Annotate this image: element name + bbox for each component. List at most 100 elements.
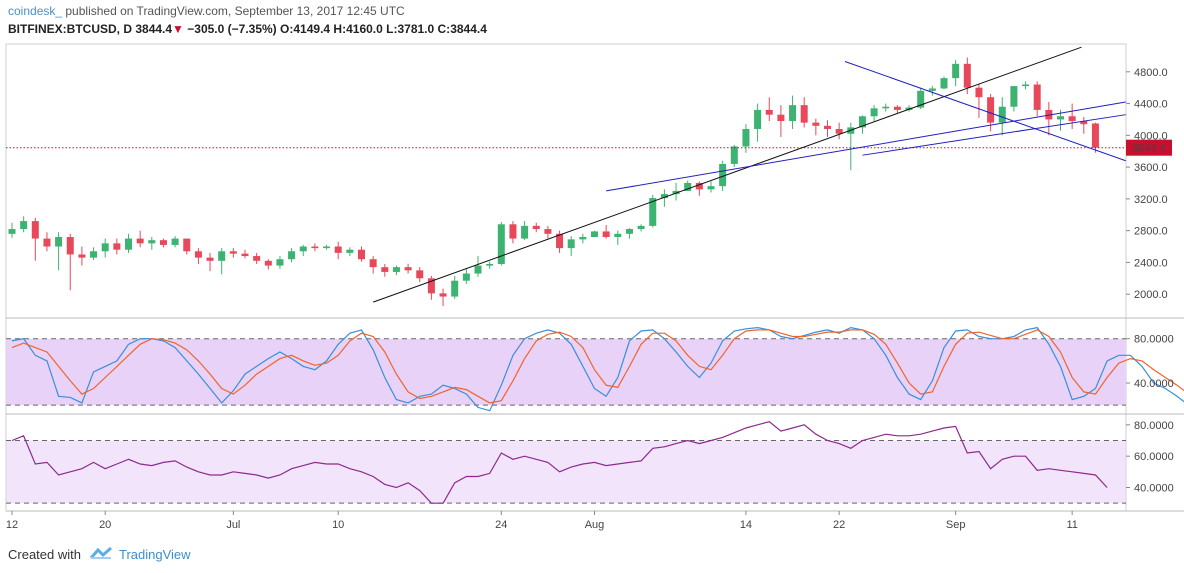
- candle-down: [602, 231, 610, 237]
- ohlc-open: 4149.4: [293, 22, 331, 36]
- time-tick-label: 22: [833, 519, 845, 531]
- candle-up: [672, 190, 680, 195]
- oscillator-band: [6, 440, 1126, 504]
- symbol-header: BITFINEX:BTCUSD, D 3844.4▼ −305.0 (−7.35…: [8, 22, 487, 36]
- candle-down: [893, 106, 901, 110]
- time-tick-label: 20: [99, 519, 111, 531]
- candle-up: [614, 233, 622, 237]
- publish-info: coindesk_ published on TradingView.com, …: [8, 4, 405, 18]
- candlestick-series: [6, 57, 1126, 307]
- rsi-pane: [6, 421, 1126, 504]
- candle-down: [427, 278, 435, 294]
- candle-down: [1091, 123, 1099, 148]
- chart-border: [5, 43, 1127, 512]
- candle-down: [334, 246, 342, 253]
- ohlc-low: 3781.0: [397, 22, 435, 36]
- candle-down: [66, 236, 74, 255]
- candle-up: [858, 116, 866, 128]
- candle-up: [870, 108, 878, 117]
- candle-up: [55, 236, 63, 247]
- candle-up: [940, 78, 948, 89]
- candle-up: [567, 239, 575, 249]
- candle-down: [695, 182, 703, 190]
- candle-up: [998, 106, 1006, 123]
- candle-down: [824, 125, 831, 129]
- candle-up: [1010, 86, 1018, 107]
- candle-down: [264, 260, 272, 266]
- candle-down: [509, 224, 517, 239]
- candle-down: [369, 259, 377, 268]
- candle-up: [579, 236, 587, 240]
- candle-down: [835, 128, 843, 134]
- price-tick-label: 2400.0: [1134, 257, 1168, 269]
- time-tick-label: 12: [6, 519, 18, 531]
- candle-up: [952, 63, 960, 79]
- trendline-channel-lower: [862, 114, 1126, 156]
- candle-down: [194, 251, 202, 258]
- candle-down: [113, 243, 121, 250]
- last-price-tag: [1126, 139, 1172, 156]
- candle-down: [404, 267, 412, 271]
- candle-up: [392, 267, 400, 272]
- candle-down: [241, 253, 249, 257]
- candle-down: [159, 240, 167, 245]
- ohlc-low-label: L:: [386, 22, 398, 36]
- candle-down: [78, 254, 86, 258]
- candle-up: [521, 225, 529, 239]
- candle-down: [532, 225, 540, 230]
- tradingview-link[interactable]: TradingView: [118, 547, 191, 562]
- time-axis: 1220Jul1024Aug1422Sep1125: [6, 511, 1078, 531]
- ohlc-close: 3844.4: [450, 22, 487, 36]
- candle-down: [43, 238, 51, 247]
- publisher-name[interactable]: coindesk_: [8, 4, 63, 18]
- candle-down: [229, 251, 237, 254]
- candle-down: [987, 97, 995, 123]
- down-arrow-icon: ▼: [172, 22, 184, 36]
- created-with-label: Created with: [8, 547, 81, 562]
- time-tick-label: 11: [1066, 519, 1077, 531]
- candle-down: [311, 246, 319, 249]
- candle-down: [800, 105, 808, 123]
- candle-up: [637, 225, 645, 230]
- ohlc-high-label: H:: [333, 22, 347, 36]
- candle-down: [136, 238, 144, 244]
- time-tick-label: 14: [740, 519, 752, 531]
- candle-up: [288, 251, 296, 260]
- oscillator-tick-label: 80.0000: [1134, 334, 1174, 346]
- candle-up: [591, 231, 598, 237]
- price-change: −305.0 (−7.35%): [187, 22, 277, 36]
- publish-date: published on TradingView.com, September …: [62, 4, 405, 18]
- candle-up: [486, 263, 494, 266]
- candle-down: [1080, 121, 1088, 125]
- oscillator-tick-label: 80.0000: [1134, 420, 1174, 432]
- series-d: [11, 329, 1184, 404]
- price-tick-label: 4400.0: [1134, 99, 1168, 111]
- ohlc-close-label: C:: [437, 22, 451, 36]
- candle-up: [789, 105, 797, 122]
- price-tick-label: 4800.0: [1134, 67, 1168, 79]
- candle-up: [148, 240, 156, 244]
- candle-up: [8, 229, 16, 234]
- oscillator-tick-label: 60.0000: [1134, 451, 1174, 463]
- last-price: 3844.4: [135, 22, 173, 36]
- candle-up: [754, 109, 762, 129]
- candle-down: [253, 256, 261, 261]
- price-chart[interactable]: 4800.0 4400.0 4000.0 3600.0 3200.0 2800.0 2400…: [0, 40, 1184, 540]
- candle-up: [742, 128, 750, 147]
- candle-up: [882, 106, 890, 109]
- candle-down: [777, 114, 785, 122]
- candle-up: [684, 182, 692, 191]
- candle-down: [381, 267, 389, 272]
- time-tick-label: 10: [332, 519, 344, 531]
- candle-down: [31, 221, 39, 239]
- candle-up: [171, 238, 179, 245]
- time-tick-label: Jul: [226, 519, 240, 531]
- trendline-support: [372, 46, 1082, 303]
- oscillator-tick-label: 40.0000: [1134, 483, 1174, 495]
- oscillator-tick-label: 40.0000: [1134, 378, 1174, 390]
- candle-down: [975, 87, 983, 98]
- candle-up: [323, 246, 331, 249]
- tradingview-logo-icon[interactable]: [89, 546, 113, 563]
- candle-down: [358, 249, 365, 260]
- oscillator-band: [6, 338, 1126, 406]
